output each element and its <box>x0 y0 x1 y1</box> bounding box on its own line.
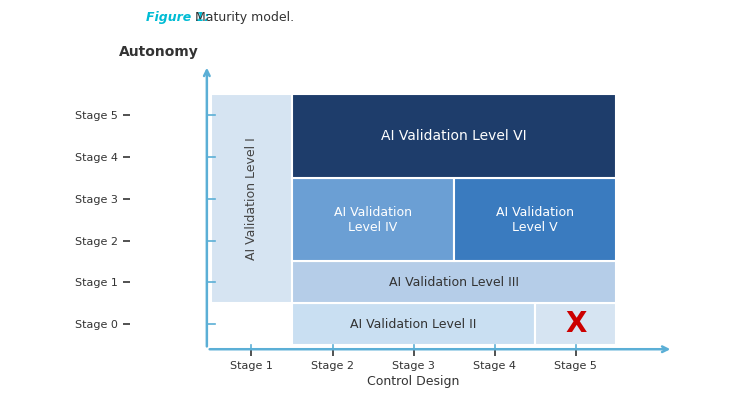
Text: AI Validation Level II: AI Validation Level II <box>350 318 477 331</box>
Bar <box>292 261 616 303</box>
Text: Autonomy: Autonomy <box>118 45 198 59</box>
Text: AI Validation Level I: AI Validation Level I <box>245 137 258 260</box>
Text: AI Validation
Level IV: AI Validation Level IV <box>334 206 412 234</box>
Bar <box>211 94 292 303</box>
Text: X: X <box>566 310 586 338</box>
Text: AI Validation Level III: AI Validation Level III <box>389 276 519 289</box>
Text: Maturity model.: Maturity model. <box>191 10 294 24</box>
Bar <box>536 303 616 345</box>
Bar <box>454 178 616 261</box>
Text: AI Validation Level VI: AI Validation Level VI <box>382 129 527 143</box>
Text: Figure 1:: Figure 1: <box>146 10 209 24</box>
Bar <box>292 94 616 178</box>
Bar <box>292 303 536 345</box>
Text: AI Validation
Level V: AI Validation Level V <box>496 206 574 234</box>
Bar <box>292 178 454 261</box>
X-axis label: Control Design: Control Design <box>368 375 460 388</box>
